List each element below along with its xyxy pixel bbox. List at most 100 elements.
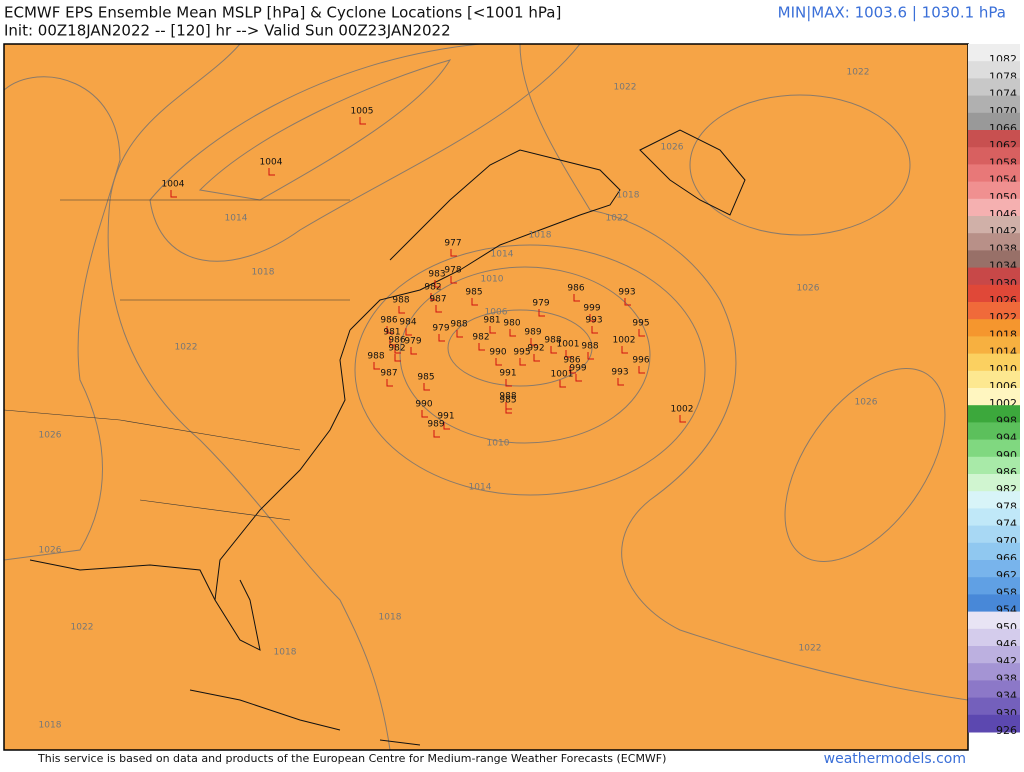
cyclone-marker [405,328,412,336]
cyclone-marker [589,314,596,322]
contour-label: 1026 [855,398,878,408]
contour-label: 1018 [274,648,297,658]
colorbar-swatch [968,422,1020,441]
cyclone-pressure: 988 [499,392,516,402]
brand: weathermodels.com [824,751,966,767]
contour-label: 1018 [617,191,640,201]
region-1022 [4,44,391,750]
cyclone-marker [621,346,628,354]
cyclone-pressure: 982 [472,333,489,343]
cyclone-pressure: 981 [483,316,500,326]
colorbar-swatch [968,319,1020,337]
colorbar-swatch [968,164,1020,183]
cyclone-pressure: 1002 [671,405,694,415]
cyclone-marker [617,378,624,386]
cyclone-marker [423,383,430,391]
cyclone-pressure: 988 [544,336,561,346]
colorbar-swatch [968,216,1020,234]
colorbar: 1082107810741070106610621058105410501046… [968,44,1020,737]
cyclone-pressure: 986 [380,316,397,326]
cyclone-pressure: 979 [532,299,549,309]
cyclone-marker [359,117,366,125]
contour-label: 1026 [39,546,62,556]
cyclone-marker [443,422,450,430]
cyclone-marker [505,406,512,414]
colorbar-label: 926 [996,724,1017,737]
cyclone-pressure: 979 [432,324,449,334]
cyclone-marker [591,326,598,334]
cyclone-marker [268,168,275,176]
colorbar-swatch [968,646,1020,664]
cyclone-marker [559,380,566,388]
cyclone-pressure: 996 [632,356,649,366]
contour-label: 1014 [225,214,248,224]
cyclone-pressure: 979 [404,337,421,347]
cyclone-marker [509,329,516,337]
cyclone-pressure: 990 [489,348,506,358]
colorbar-swatch [968,284,1020,303]
cyclone-pressure: 982 [388,344,405,354]
cyclone-marker [389,338,396,346]
cyclone-pressure: 990 [415,400,432,410]
region-1014 [354,244,706,496]
cyclone-marker [394,346,401,354]
colorbar-swatch [968,78,1020,97]
region-1026 [689,94,911,236]
contour-label: 1006 [485,308,508,318]
cyclone-pressure: 999 [569,364,586,374]
colorbar-swatch [968,353,1020,372]
colorbar-swatch [968,491,1020,509]
colorbar-swatch [968,405,1020,423]
cyclone-marker [569,366,576,374]
contour-label: 1022 [614,83,637,93]
cyclone-marker [575,374,582,382]
coastline [214,329,351,651]
region-1010 [399,266,651,444]
contour-label: 1022 [606,214,629,224]
coastline [29,559,216,601]
contour-label: 1026 [797,284,820,294]
colorbar-swatch [968,508,1020,527]
cyclone-pressure: 986 [563,356,580,366]
cyclone-pressure: 993 [585,316,602,326]
cyclone-pressure: 977 [444,239,461,249]
cyclone-marker [489,326,496,334]
colorbar-swatch [968,560,1020,578]
cyclone-pressure: 988 [392,296,409,306]
region-1006 [447,309,593,387]
colorbar-swatch [968,181,1020,200]
cyclone-pressure: 984 [399,318,416,328]
colorbar-swatch [968,198,1020,217]
cyclone-marker [170,190,177,198]
region-1026 [4,76,121,561]
colorbar-swatch [968,147,1020,165]
cyclone-pressure: 991 [499,369,516,379]
coastline [639,129,746,216]
cyclone-marker [386,326,393,334]
colorbar-swatch [968,267,1020,286]
cyclone-pressure: 983 [428,270,445,280]
cyclone-marker [530,338,537,346]
cyclone-marker [565,350,572,358]
title: ECMWF EPS Ensemble Mean MSLP [hPa] & Cyc… [4,4,561,22]
colorbar-swatch [968,714,1020,733]
cyclone-pressure: 993 [618,288,635,298]
subtitle: Init: 00Z18JAN2022 -- [120] hr --> Valid… [4,22,451,40]
cyclone-marker [430,293,437,301]
colorbar-swatch [968,112,1020,131]
cyclone-marker [495,358,502,366]
cyclone-marker [434,280,441,288]
credit: This service is based on data and produc… [37,752,666,765]
colorbar-swatch [968,44,1020,62]
cyclone-marker [505,379,512,387]
cyclone-marker [519,358,526,366]
map: 1022 1022 1018 1026 1022 1018 1014 1010 1006 1010… [3,43,969,751]
colorbar-swatch [968,61,1020,79]
cyclone-pressure: 995 [513,348,530,358]
cyclone-pressure: 1005 [351,107,374,117]
cyclone-marker [638,329,645,337]
colorbar-swatch [968,370,1020,389]
colorbar-swatch [968,233,1020,251]
contour-label: 1018 [529,231,552,241]
cyclone-pressure: 985 [465,288,482,298]
